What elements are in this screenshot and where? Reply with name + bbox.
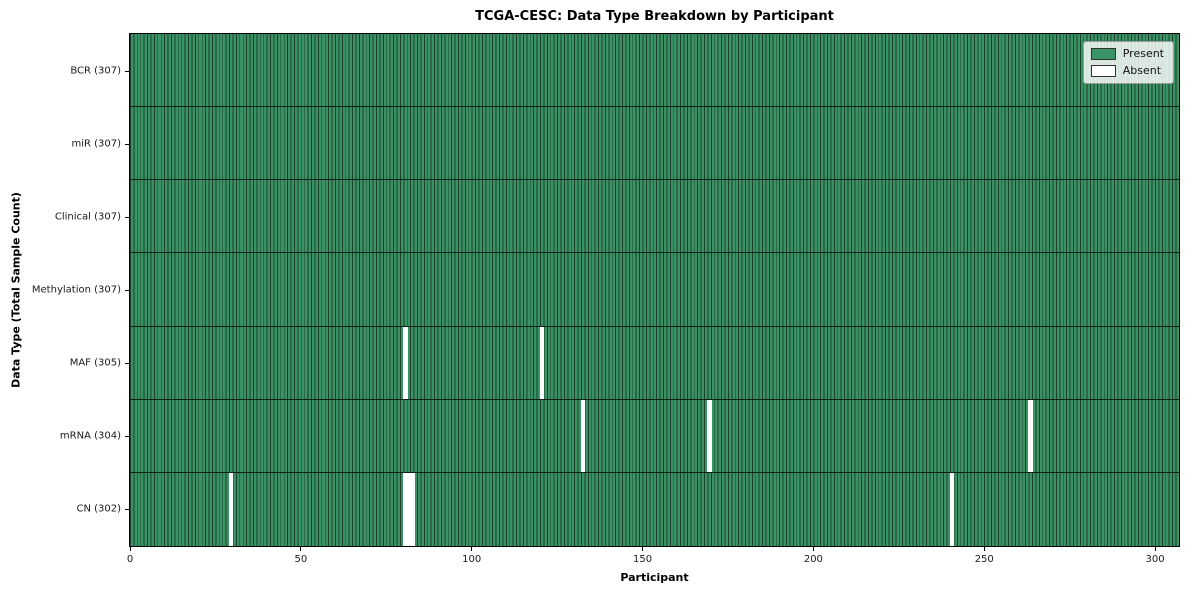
x-tick-label-50: 50 [294,554,308,565]
y-tick-mark [125,143,129,145]
y-tick-label-mRNA: mRNA (304) [59,430,121,442]
y-tick-mark [125,216,129,218]
absent-cell-mRNA-169 [707,399,712,472]
absent-cell-CN-82 [410,472,415,546]
x-tick-mark [300,547,302,551]
chart-title: TCGA-CESC: Data Type Breakdown by Partic… [475,9,834,24]
x-tick-mark [642,547,644,551]
absent-cell-MAF-80 [403,326,408,399]
absent-cell-MAF-120 [539,326,545,399]
y-tick-mark [125,290,129,291]
heatmap-row-Methylation [130,253,1179,327]
y-tick-label-Methylation: Methylation (307) [31,284,121,296]
x-tick-mark [471,547,473,551]
x-tick-label-200: 200 [803,554,823,565]
x-tick-label-300: 300 [1145,554,1165,565]
absent-cell-mRNA-132 [580,399,586,472]
y-tick-label-Clinical: Clinical (307) [54,211,121,223]
heatmap-row-CN [130,472,1179,546]
y-tick-mark [125,363,129,365]
x-tick-mark [129,547,131,551]
legend-swatch-present [1090,48,1116,60]
x-tick-mark [812,547,814,551]
absent-cell-mRNA-263 [1028,399,1033,472]
y-axis-label: Data Type (Total Sample Count) [9,192,23,388]
absent-cell-CN-80 [403,472,408,546]
heatmap-row-mRNA [130,399,1179,473]
absent-cell-CN-240 [949,472,955,546]
heatmap-row-MAF [130,326,1179,400]
x-tick-mark [1154,547,1156,551]
heatmap-row-BCR [130,34,1179,108]
heatmap-row-miR [130,107,1179,181]
x-tick-label-100: 100 [462,554,482,565]
y-tick-label-miR: miR (307) [71,138,121,150]
y-tick-mark [125,70,129,72]
x-tick-label-150: 150 [632,554,653,565]
legend-label-absent: Absent [1122,64,1162,77]
y-tick-label-MAF: MAF (305) [69,357,121,369]
legend: Present Absent [1082,41,1174,84]
y-tick-label-BCR: BCR (307) [70,65,121,77]
absent-cell-CN-81 [407,472,412,546]
x-axis-label: Participant [620,571,689,584]
x-tick-label-250: 250 [974,554,994,565]
y-tick-mark [125,509,129,511]
legend-label-present: Present [1122,47,1164,60]
legend-swatch-absent [1090,65,1116,77]
legend-item-absent: Absent [1090,64,1164,77]
y-tick-mark [125,436,129,438]
x-tick-label-0: 0 [126,554,134,565]
plot-area: Present Absent BCR (307) miR (307) Clinical… [32,33,1180,565]
absent-cell-CN-29 [228,472,234,546]
y-tick-label-CN: CN (302) [76,503,121,515]
heatmap-row-Clinical [130,180,1179,254]
x-tick-mark [983,547,985,551]
legend-item-present: Present [1090,47,1164,60]
